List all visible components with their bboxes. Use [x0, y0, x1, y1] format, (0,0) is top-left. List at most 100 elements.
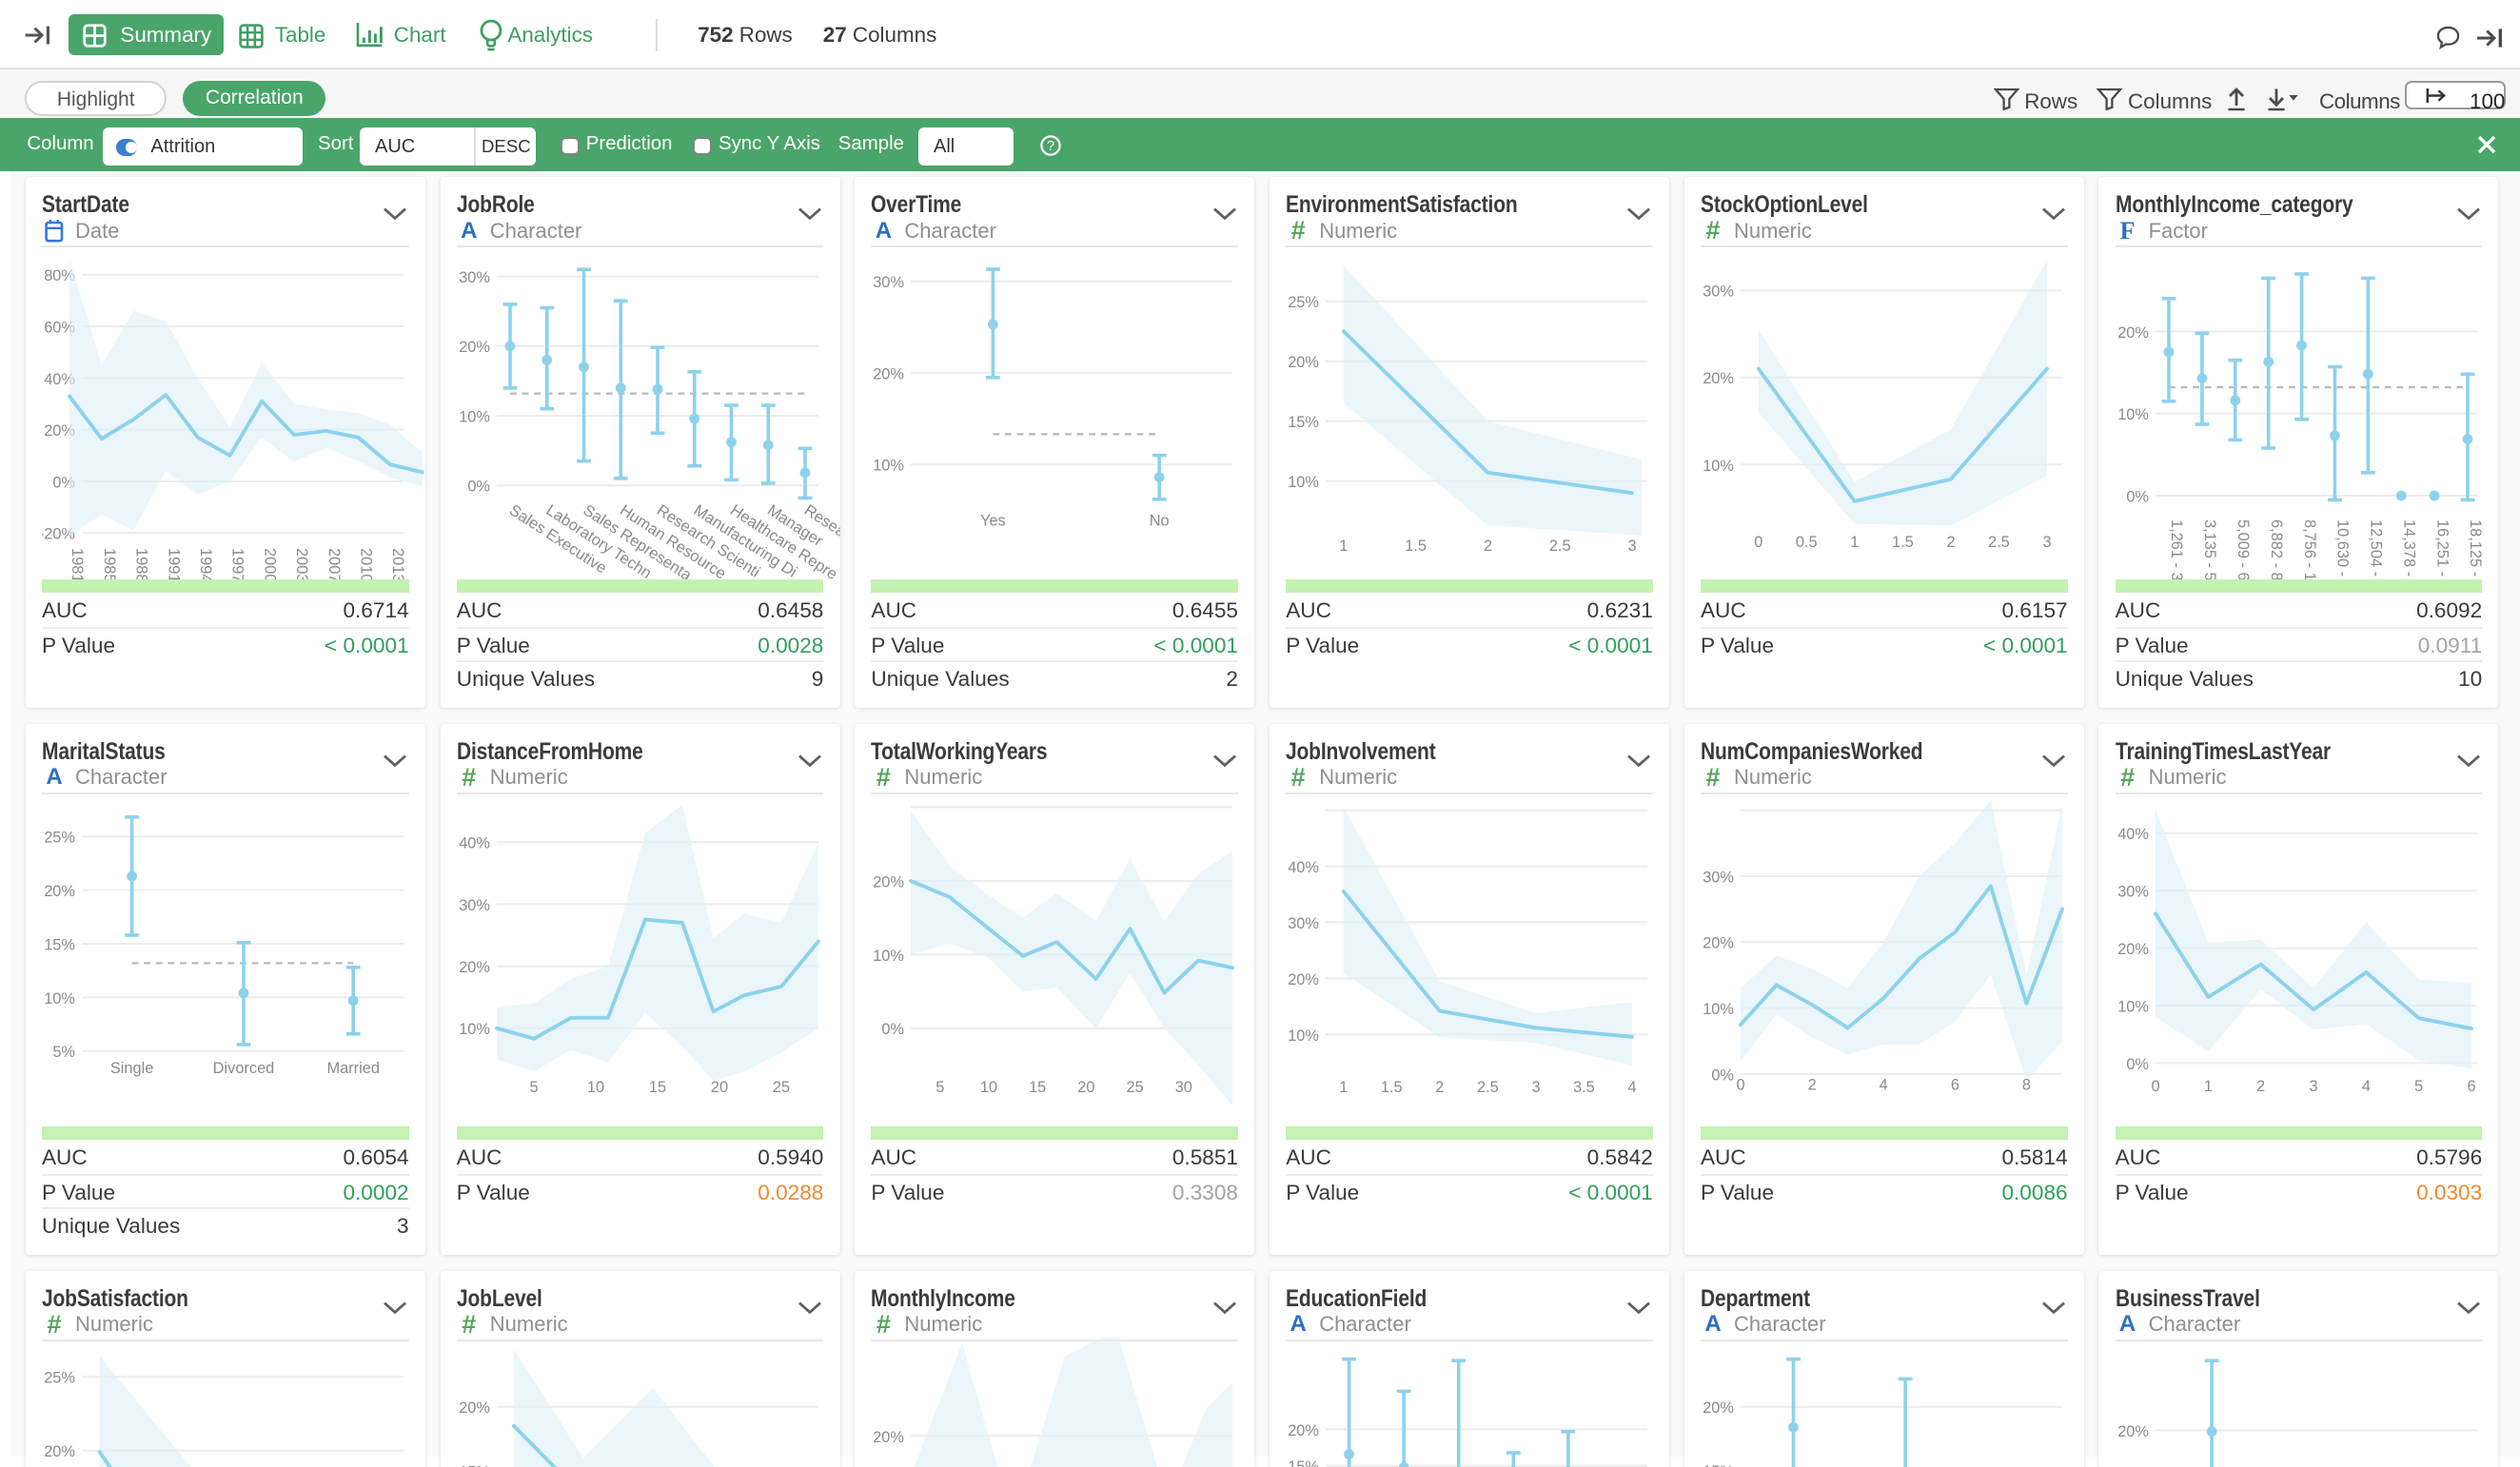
- svg-text:30%: 30%: [2117, 883, 2149, 900]
- svg-text:3: 3: [1628, 538, 1637, 555]
- svg-text:0: 0: [2151, 1078, 2159, 1095]
- svg-text:20%: 20%: [1703, 934, 1734, 951]
- svg-text:Divorced: Divorced: [213, 1060, 275, 1077]
- svg-text:40%: 40%: [1288, 859, 1319, 876]
- svg-text:0%: 0%: [1711, 1066, 1734, 1084]
- svg-text:15%: 15%: [1288, 1458, 1319, 1467]
- svg-text:25: 25: [773, 1079, 790, 1096]
- svg-text:25%: 25%: [1288, 294, 1319, 311]
- svg-text:10: 10: [587, 1079, 604, 1096]
- svg-text:0.5: 0.5: [1796, 534, 1818, 551]
- svg-text:15: 15: [1029, 1079, 1046, 1096]
- svg-text:1: 1: [1339, 1079, 1348, 1096]
- svg-text:10,630 -: 10,630 -: [2333, 519, 2351, 577]
- svg-text:3,135 - 5: 3,135 - 5: [2201, 519, 2218, 580]
- svg-text:8,756 - 1: 8,756 - 1: [2300, 519, 2317, 580]
- svg-text:20%: 20%: [44, 422, 75, 440]
- svg-text:2010: 2010: [358, 548, 375, 580]
- svg-text:3.5: 3.5: [1573, 1079, 1595, 1096]
- svg-text:10%: 10%: [459, 408, 490, 425]
- svg-text:15%: 15%: [44, 936, 75, 953]
- svg-text:20%: 20%: [874, 873, 905, 890]
- svg-text:10: 10: [980, 1079, 997, 1096]
- svg-text:30%: 30%: [459, 269, 490, 286]
- svg-text:5: 5: [936, 1079, 945, 1096]
- svg-text:14,378 -: 14,378 -: [2400, 519, 2417, 577]
- svg-text:5: 5: [529, 1079, 538, 1096]
- svg-text:15: 15: [649, 1079, 666, 1096]
- svg-text:20%: 20%: [1288, 354, 1319, 371]
- svg-text:1991: 1991: [165, 548, 182, 580]
- svg-text:5,009 - 6: 5,009 - 6: [2235, 519, 2252, 580]
- svg-text:10%: 10%: [874, 458, 905, 475]
- svg-text:0%: 0%: [2126, 488, 2149, 505]
- svg-text:20%: 20%: [2117, 1422, 2149, 1439]
- svg-text:8: 8: [2022, 1076, 2031, 1093]
- svg-text:12,504 -: 12,504 -: [2367, 519, 2384, 577]
- svg-text:60%: 60%: [44, 319, 75, 336]
- svg-text:80%: 80%: [44, 267, 75, 284]
- svg-text:Married: Married: [326, 1060, 380, 1077]
- svg-text:3: 3: [2042, 534, 2051, 551]
- svg-text:25%: 25%: [44, 829, 75, 846]
- svg-text:2000: 2000: [261, 548, 278, 580]
- svg-text:16,251 -: 16,251 -: [2433, 519, 2451, 577]
- svg-text:30%: 30%: [874, 274, 905, 291]
- svg-text:20%: 20%: [1703, 370, 1734, 387]
- svg-text:2013: 2013: [389, 548, 406, 580]
- svg-text:15%: 15%: [459, 1463, 490, 1467]
- svg-text:20%: 20%: [459, 1399, 490, 1417]
- svg-text:25%: 25%: [44, 1369, 75, 1386]
- svg-text:3: 3: [1532, 1079, 1541, 1096]
- svg-text:10%: 10%: [44, 990, 75, 1007]
- svg-text:1.5: 1.5: [1405, 538, 1427, 555]
- svg-text:20%: 20%: [44, 1443, 75, 1460]
- svg-text:20%: 20%: [1703, 1399, 1734, 1417]
- svg-text:Single: Single: [110, 1060, 154, 1077]
- svg-text:40%: 40%: [44, 371, 75, 388]
- svg-text:2: 2: [1435, 1079, 1444, 1096]
- svg-text:1.5: 1.5: [1381, 1079, 1403, 1096]
- svg-text:1981: 1981: [69, 548, 86, 580]
- svg-text:4: 4: [2361, 1078, 2370, 1095]
- svg-text:6: 6: [2467, 1078, 2475, 1095]
- svg-text:15%: 15%: [1288, 414, 1319, 431]
- svg-text:20: 20: [711, 1079, 728, 1096]
- svg-text:20%: 20%: [459, 339, 490, 356]
- svg-text:2.5: 2.5: [1549, 538, 1571, 555]
- svg-text:?: ?: [1047, 138, 1054, 154]
- svg-text:1997: 1997: [229, 548, 246, 580]
- svg-text:1988: 1988: [133, 548, 150, 580]
- svg-text:Yes: Yes: [980, 513, 1006, 530]
- svg-text:20%: 20%: [2117, 941, 2149, 958]
- svg-text:2.5: 2.5: [1988, 534, 2010, 551]
- svg-text:2: 2: [2256, 1078, 2265, 1095]
- svg-text:10%: 10%: [2117, 406, 2149, 423]
- svg-text:10%: 10%: [874, 948, 905, 965]
- svg-text:20%: 20%: [2117, 324, 2149, 342]
- svg-text:No: No: [1150, 513, 1170, 530]
- svg-text:10%: 10%: [2117, 998, 2149, 1015]
- svg-text:2: 2: [1808, 1076, 1817, 1093]
- svg-text:40%: 40%: [2117, 826, 2149, 843]
- svg-text:20%: 20%: [874, 365, 905, 382]
- svg-text:20: 20: [1078, 1079, 1095, 1096]
- svg-text:30%: 30%: [1703, 869, 1734, 886]
- svg-text:1994: 1994: [197, 548, 214, 580]
- svg-text:30%: 30%: [459, 897, 490, 914]
- svg-text:2016: 2016: [422, 548, 425, 580]
- svg-text:0: 0: [1754, 534, 1762, 551]
- svg-text:10%: 10%: [1288, 474, 1319, 491]
- svg-text:0: 0: [1736, 1076, 1744, 1093]
- svg-text:6: 6: [1951, 1076, 1959, 1093]
- svg-text:30%: 30%: [1288, 915, 1319, 932]
- svg-text:30: 30: [1175, 1079, 1192, 1096]
- svg-text:-20%: -20%: [42, 526, 75, 543]
- svg-text:10%: 10%: [1703, 458, 1734, 475]
- svg-text:20%: 20%: [874, 1428, 905, 1445]
- svg-text:1985: 1985: [101, 548, 118, 580]
- svg-text:20%: 20%: [44, 883, 75, 900]
- svg-text:1: 1: [1850, 534, 1859, 551]
- svg-text:1: 1: [1339, 538, 1348, 555]
- svg-text:0%: 0%: [2126, 1056, 2149, 1073]
